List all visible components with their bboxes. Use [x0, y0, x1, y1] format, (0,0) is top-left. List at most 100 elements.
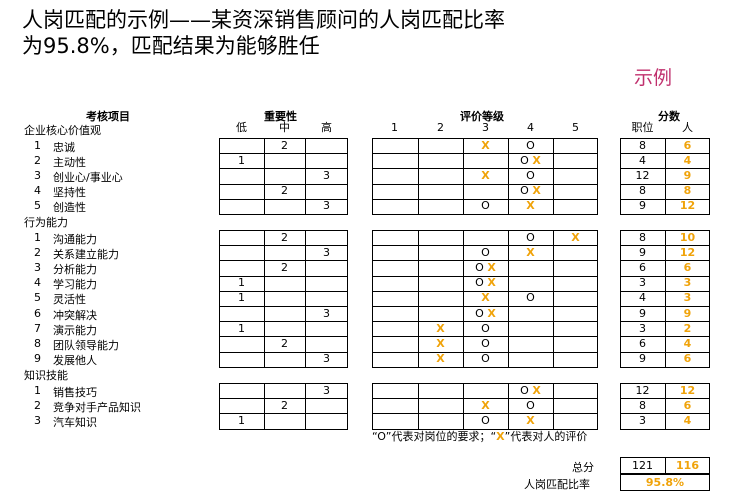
person-rating-mark: X: [436, 321, 445, 335]
grid-line: [620, 398, 710, 400]
rating-marks: O X: [463, 307, 508, 321]
score-column-header: 职位: [631, 121, 654, 134]
score-column-header: 人: [682, 121, 693, 134]
rating-marks: O X: [508, 184, 553, 198]
grid-line: [418, 138, 419, 214]
importance-value: 2: [281, 336, 288, 350]
sample-label: 示例: [634, 67, 673, 89]
row-number: 5: [34, 199, 41, 213]
grid-line: [665, 383, 666, 429]
grid-line: [620, 290, 710, 292]
position-score: 8: [639, 138, 646, 152]
position-score: 9: [639, 352, 646, 366]
position-score: 9: [639, 199, 646, 213]
grid-line: [219, 245, 348, 247]
grid-line: [219, 260, 348, 262]
grid-line: [372, 290, 598, 292]
person-rating-mark: X: [532, 153, 541, 167]
rating-marks: O X: [463, 276, 508, 290]
grid-line: [219, 398, 348, 400]
row-label: 学习能力: [53, 278, 97, 292]
importance-value: 1: [238, 276, 245, 290]
grid-line: [463, 383, 464, 429]
person-score: 12: [679, 245, 696, 259]
grid-line: [620, 153, 710, 155]
grid-line: [219, 351, 348, 353]
legend-x-mark: X: [496, 430, 505, 443]
importance-level-header: 中: [279, 121, 290, 134]
importance-value: 3: [323, 306, 330, 320]
position-requirement-mark: O: [481, 245, 490, 259]
grid-line: [508, 138, 509, 214]
position-score: 3: [639, 321, 646, 335]
row-number: 2: [34, 398, 41, 412]
row-label: 分析能力: [53, 262, 97, 276]
row-label: 汽车知识: [53, 415, 97, 429]
grid-line: [264, 230, 265, 367]
grid-line: [219, 336, 348, 338]
row-label: 创造性: [53, 201, 86, 215]
person-score: 12: [679, 199, 696, 213]
grid-line: [372, 321, 598, 323]
grid-line: [372, 398, 598, 400]
importance-value: 2: [281, 398, 288, 412]
rating-marks: O X: [508, 384, 553, 398]
person-rating-mark: X: [487, 276, 496, 290]
row-number: 3: [34, 413, 41, 427]
grid-line: [620, 336, 710, 338]
grid-line: [553, 138, 554, 214]
importance-block: [219, 230, 348, 368]
person-rating-mark: X: [526, 413, 535, 427]
row-number: 8: [34, 336, 41, 350]
grid-line: [620, 260, 710, 262]
row-label: 销售技巧: [53, 385, 97, 399]
rating-level-header: 5: [572, 121, 579, 134]
row-number: 3: [34, 260, 41, 274]
position-requirement-mark: O: [481, 413, 490, 427]
grid-line: [305, 138, 306, 214]
position-score: 8: [639, 184, 646, 198]
rating-block: [372, 230, 598, 368]
importance-block: [219, 138, 348, 215]
position-requirement-mark: O: [526, 398, 535, 412]
person-score: 6: [683, 138, 692, 152]
importance-block: [219, 383, 348, 430]
row-number: 1: [34, 230, 41, 244]
row-number: 4: [34, 184, 41, 198]
importance-value: 1: [238, 291, 245, 305]
person-score: 4: [683, 413, 692, 427]
person-rating-mark: X: [481, 398, 490, 412]
grid-line: [305, 230, 306, 367]
rating-block: [372, 138, 598, 215]
row-label: 关系建立能力: [53, 247, 119, 261]
ratio-label: 人岗匹配比率: [524, 478, 590, 491]
person-rating-mark: X: [481, 291, 490, 305]
section-label: 行为能力: [24, 216, 68, 229]
position-requirement-mark: O: [481, 336, 490, 350]
position-score: 6: [639, 336, 646, 350]
position-score: 3: [639, 276, 646, 290]
header-item: 考核项目: [86, 110, 130, 123]
position-requirement-mark: O: [520, 153, 529, 167]
grid-line: [372, 183, 598, 185]
importance-value: 3: [323, 245, 330, 259]
grid-line: [463, 230, 464, 367]
grid-line: [620, 306, 710, 307]
section-label: 企业核心价值观: [24, 124, 101, 137]
row-number: 1: [34, 138, 41, 152]
ratio-box: [620, 474, 710, 491]
position-requirement-mark: O: [475, 306, 484, 320]
rating-block: [372, 383, 598, 430]
grid-line: [620, 321, 710, 323]
person-rating-mark: X: [436, 336, 445, 350]
rating-marks: O X: [463, 261, 508, 275]
position-score: 8: [639, 398, 646, 412]
total-label: 总分: [572, 461, 594, 474]
person-score: 4: [683, 336, 692, 350]
row-label: 冲突解决: [53, 308, 97, 322]
grid-line: [372, 153, 598, 155]
grid-line: [463, 138, 464, 214]
person-rating-mark: X: [487, 306, 496, 320]
grid-line: [219, 306, 348, 307]
position-requirement-mark: O: [520, 184, 529, 198]
